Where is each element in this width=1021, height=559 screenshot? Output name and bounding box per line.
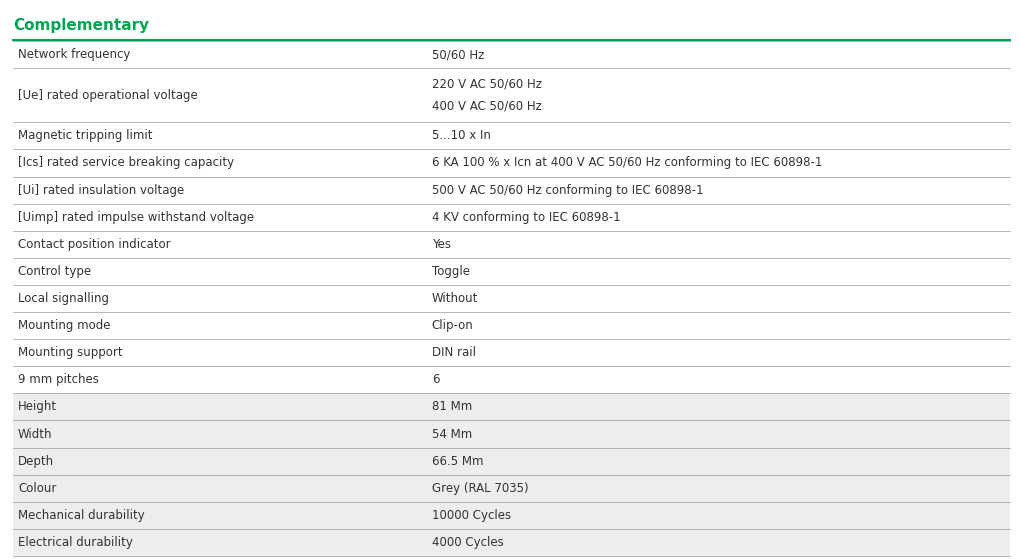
Text: [Ue] rated operational voltage: [Ue] rated operational voltage xyxy=(18,89,198,102)
Text: 6: 6 xyxy=(432,373,439,386)
Text: 54 Mm: 54 Mm xyxy=(432,428,472,440)
Text: 400 V AC 50/60 Hz: 400 V AC 50/60 Hz xyxy=(432,100,541,112)
Text: Colour: Colour xyxy=(18,482,56,495)
Text: 50/60 Hz: 50/60 Hz xyxy=(432,48,484,61)
Text: [Ui] rated insulation voltage: [Ui] rated insulation voltage xyxy=(18,183,184,197)
Text: Yes: Yes xyxy=(432,238,450,251)
Text: 220 V AC 50/60 Hz: 220 V AC 50/60 Hz xyxy=(432,78,542,91)
Bar xyxy=(13,529,1010,556)
Text: Depth: Depth xyxy=(18,454,54,468)
Text: 4 KV conforming to IEC 60898-1: 4 KV conforming to IEC 60898-1 xyxy=(432,211,621,224)
Bar xyxy=(13,420,1010,448)
Text: Grey (RAL 7035): Grey (RAL 7035) xyxy=(432,482,528,495)
Text: Mechanical durability: Mechanical durability xyxy=(18,509,145,522)
Text: Without: Without xyxy=(432,292,478,305)
Text: Control type: Control type xyxy=(18,265,91,278)
Text: 66.5 Mm: 66.5 Mm xyxy=(432,454,483,468)
Bar xyxy=(13,502,1010,529)
Text: 4000 Cycles: 4000 Cycles xyxy=(432,536,503,549)
Text: Toggle: Toggle xyxy=(432,265,470,278)
Text: 9 mm pitches: 9 mm pitches xyxy=(18,373,99,386)
Text: 81 Mm: 81 Mm xyxy=(432,400,472,414)
Text: Electrical durability: Electrical durability xyxy=(18,536,133,549)
Text: [Ics] rated service breaking capacity: [Ics] rated service breaking capacity xyxy=(18,157,234,169)
Text: Local signalling: Local signalling xyxy=(18,292,109,305)
Text: 10000 Cycles: 10000 Cycles xyxy=(432,509,510,522)
Text: Magnetic tripping limit: Magnetic tripping limit xyxy=(18,129,152,143)
Text: DIN rail: DIN rail xyxy=(432,346,476,359)
Text: Clip-on: Clip-on xyxy=(432,319,474,332)
Text: 6 KA 100 % x Icn at 400 V AC 50/60 Hz conforming to IEC 60898-1: 6 KA 100 % x Icn at 400 V AC 50/60 Hz co… xyxy=(432,157,822,169)
Text: Network frequency: Network frequency xyxy=(18,48,131,61)
Text: 500 V AC 50/60 Hz conforming to IEC 60898-1: 500 V AC 50/60 Hz conforming to IEC 6089… xyxy=(432,183,703,197)
Bar xyxy=(13,394,1010,420)
Text: [Uimp] rated impulse withstand voltage: [Uimp] rated impulse withstand voltage xyxy=(18,211,254,224)
Text: 5...10 x In: 5...10 x In xyxy=(432,129,490,143)
Text: Width: Width xyxy=(18,428,52,440)
Text: Mounting mode: Mounting mode xyxy=(18,319,110,332)
Text: Complementary: Complementary xyxy=(13,18,149,33)
Text: Mounting support: Mounting support xyxy=(18,346,123,359)
Bar xyxy=(13,475,1010,502)
Text: Height: Height xyxy=(18,400,57,414)
Text: Contact position indicator: Contact position indicator xyxy=(18,238,171,251)
Bar xyxy=(13,448,1010,475)
